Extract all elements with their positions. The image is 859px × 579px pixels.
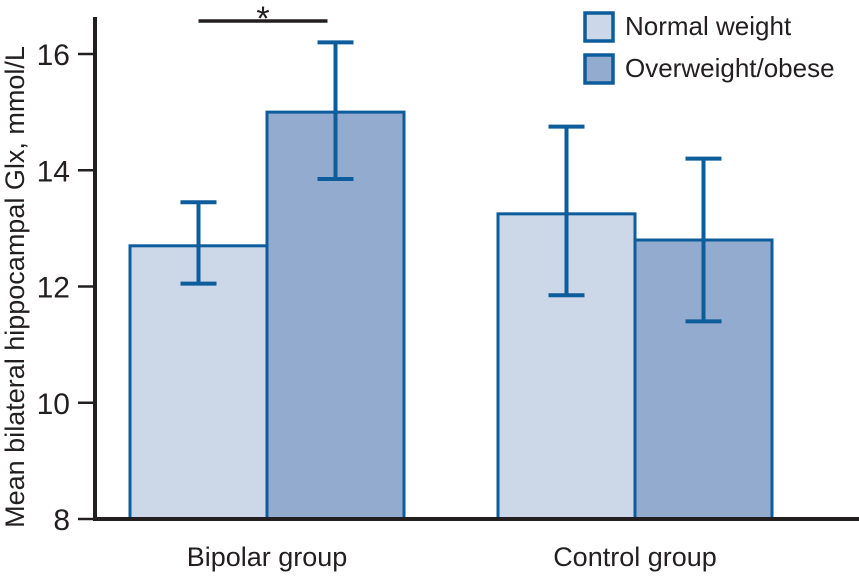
y-tick-label-8: 8 <box>53 504 70 537</box>
x-category-label-control-group: Control group <box>553 542 717 572</box>
y-tick-label-12: 12 <box>37 272 70 305</box>
legend-swatch-overweight-obese <box>583 53 615 85</box>
error-bar-control-group-normal-weight <box>548 124 585 298</box>
error-bar-bipolar-group-overweight-obese <box>317 40 354 181</box>
x-category-label-bipolar-group: Bipolar group <box>187 542 348 572</box>
legend-swatch-normal-weight <box>583 11 615 43</box>
bar-bipolar-group-normal-weight <box>128 244 269 521</box>
error-bar-control-group-overweight-obese <box>685 156 722 324</box>
significance-asterisk: * <box>256 0 269 38</box>
y-tick-label-14: 14 <box>37 155 70 188</box>
legend-label-overweight-obese: Overweight/obese <box>625 53 835 83</box>
y-axis-label: Mean bilateral hippocampal Glx, mmol/L <box>0 46 30 528</box>
legend-label-normal-weight: Normal weight <box>625 11 792 41</box>
error-bar-bipolar-group-normal-weight <box>180 200 217 286</box>
y-tick-label-10: 10 <box>37 388 70 421</box>
y-tick-label-16: 16 <box>37 39 70 72</box>
